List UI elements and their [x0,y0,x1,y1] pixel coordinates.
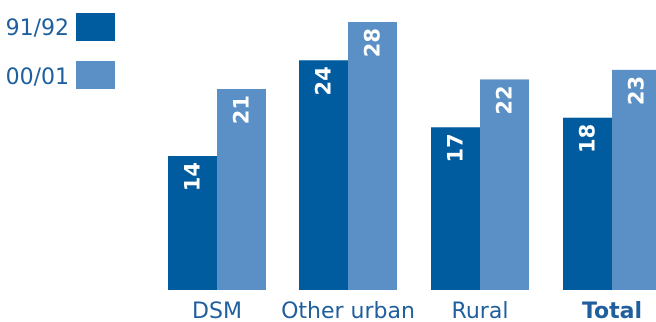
category-label-rural: Rural [452,299,509,322]
value-label-other-urban-91-92: 24 [312,66,336,95]
bar-rural-00-01 [480,79,529,290]
bar-dsm-91-92 [168,156,217,290]
bar-total-00-01 [612,69,656,290]
bar-rural-91-92 [431,127,480,291]
value-label-dsm-91-92: 14 [181,162,205,191]
value-label-total-91-92: 18 [576,124,600,153]
legend-label-00-01: 00/01 [6,65,69,90]
category-label-dsm: DSM [192,299,242,322]
bar-total-91-92 [563,117,612,290]
legend-label-91-92: 91/92 [6,16,69,41]
value-labels-group: 14 21 24 28 17 22 18 23 [181,28,649,191]
value-label-rural-91-92: 17 [444,133,468,162]
category-label-other-urban: Other urban [281,299,415,322]
bars-group [168,22,656,291]
category-labels-group: DSM Other urban Rural Total [192,299,642,322]
value-label-other-urban-00-01: 28 [361,28,385,57]
value-label-rural-00-01: 22 [493,85,517,114]
legend-swatch-00-01 [76,61,115,89]
legend: 91/92 00/01 [6,13,115,90]
value-label-total-00-01: 23 [625,76,649,105]
category-label-total: Total [582,299,642,322]
value-label-dsm-00-01: 21 [230,95,254,124]
legend-swatch-91-92 [76,13,115,41]
bar-dsm-00-01 [217,89,266,290]
bar-other-urban-91-92 [299,60,348,291]
bar-other-urban-00-01 [348,22,397,290]
